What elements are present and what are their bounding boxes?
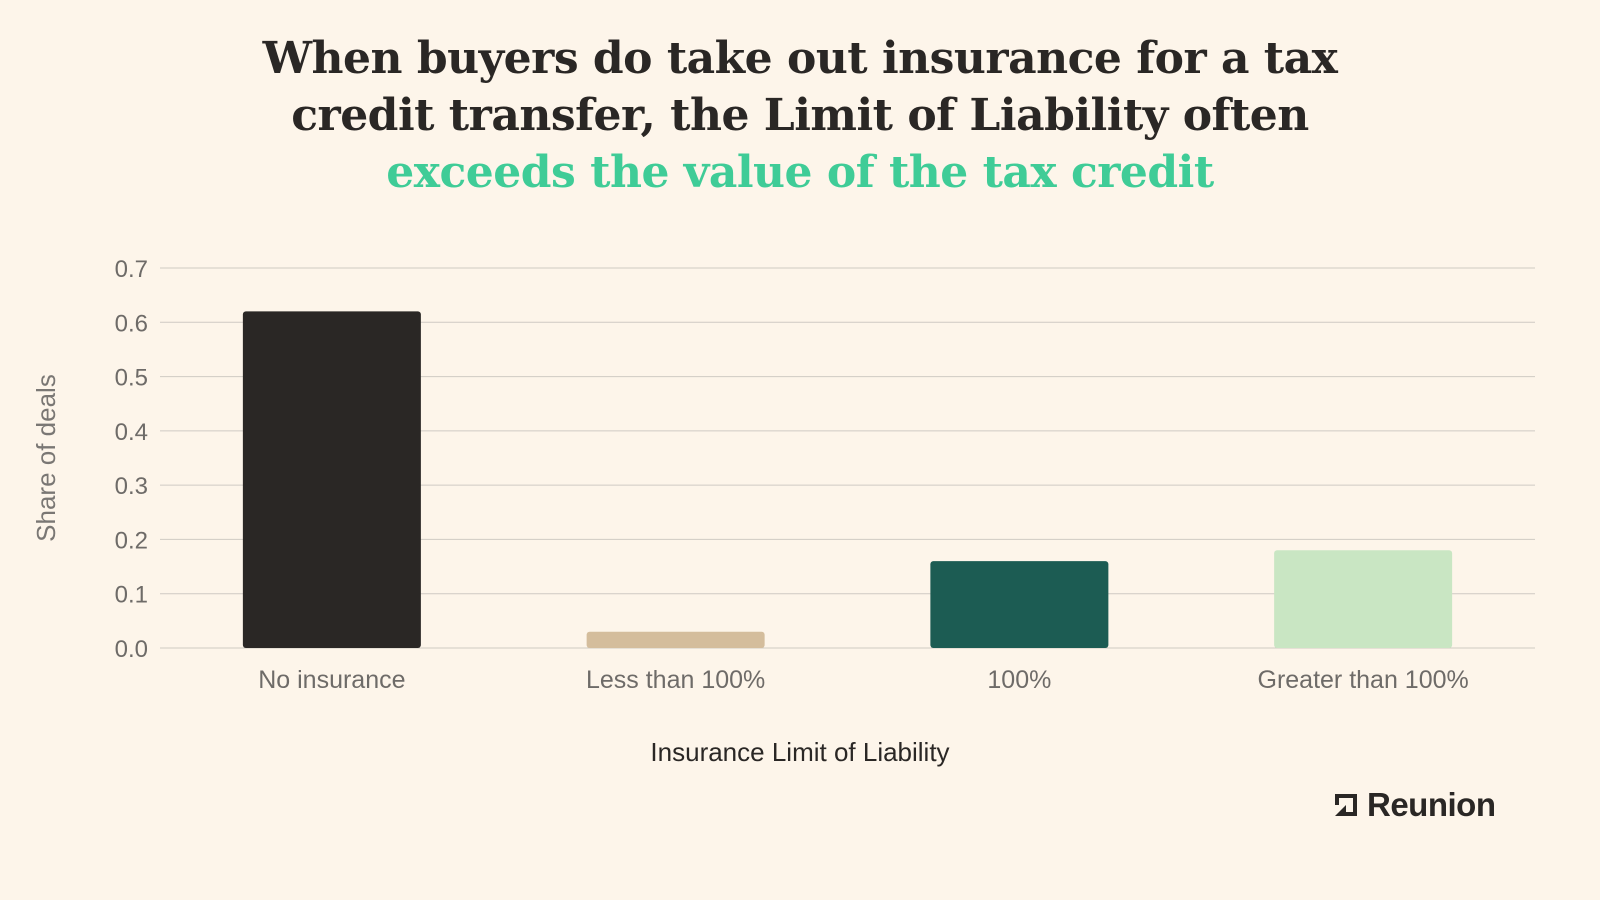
reunion-logo-icon bbox=[1335, 794, 1357, 816]
chart-title-line-1: When buyers do take out insurance for a … bbox=[262, 33, 1338, 84]
bar-greater-than-100 bbox=[1274, 550, 1453, 648]
bar-100 bbox=[930, 561, 1109, 648]
chart-title-line-2: credit transfer, the Limit of Liability … bbox=[291, 90, 1309, 141]
x-category-label: Less than 100% bbox=[586, 666, 765, 694]
y-tick-label: 0.4 bbox=[115, 419, 148, 446]
y-tick-label: 0.2 bbox=[115, 527, 148, 554]
chart-title-highlight: exceeds the value of the tax credit bbox=[386, 147, 1214, 198]
bars bbox=[242, 311, 1453, 648]
x-category-label: 100% bbox=[987, 666, 1051, 694]
x-axis-title: Insurance Limit of Liability bbox=[650, 737, 949, 767]
y-tick-label: 0.1 bbox=[115, 582, 148, 609]
x-category-label: Greater than 100% bbox=[1258, 666, 1469, 694]
y-tick-label: 0.6 bbox=[115, 310, 148, 337]
y-tick-label: 0.0 bbox=[115, 636, 148, 663]
x-category-label: No insurance bbox=[258, 666, 405, 694]
brand-logo: Reunion bbox=[1333, 786, 1496, 823]
y-tick-label: 0.3 bbox=[115, 473, 148, 500]
brand-name: Reunion bbox=[1367, 786, 1496, 823]
y-axis-title: Share of deals bbox=[31, 374, 61, 542]
y-axis-ticks: 0.0 0.1 0.2 0.3 0.4 0.5 0.6 0.7 bbox=[115, 256, 148, 663]
bar-less-than-100 bbox=[586, 631, 765, 648]
bar-no-insurance bbox=[242, 311, 421, 648]
x-axis-categories: No insurance Less than 100% 100% Greater th… bbox=[258, 666, 1469, 694]
y-tick-label: 0.7 bbox=[115, 256, 148, 283]
y-tick-label: 0.5 bbox=[115, 365, 148, 392]
chart-title: When buyers do take out insurance for a … bbox=[0, 30, 1600, 201]
